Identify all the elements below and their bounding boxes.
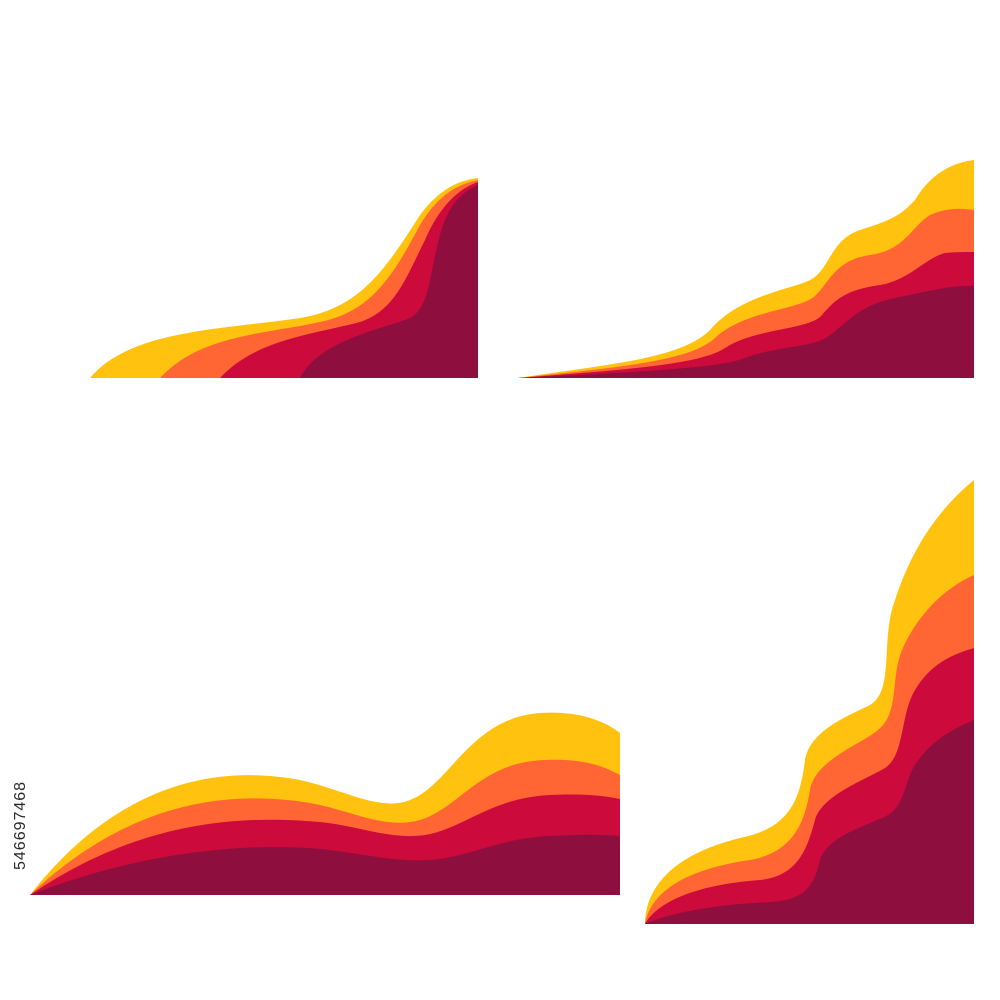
wave-layer-maroon (300, 185, 478, 378)
stock-id-label-container: 546697468 (0, 0, 40, 1000)
wave-graphic-bottom-left (30, 712, 620, 895)
wave-layer-maroon (30, 834, 620, 895)
wave-graphic-top-right (518, 160, 974, 378)
stock-id-label: 546697468 (12, 780, 29, 870)
wave-layer-maroon (518, 285, 974, 378)
wave-graphic-bottom-right (645, 480, 974, 924)
wave-graphic-top-left (90, 178, 478, 378)
wave-layer-maroon (645, 720, 974, 924)
